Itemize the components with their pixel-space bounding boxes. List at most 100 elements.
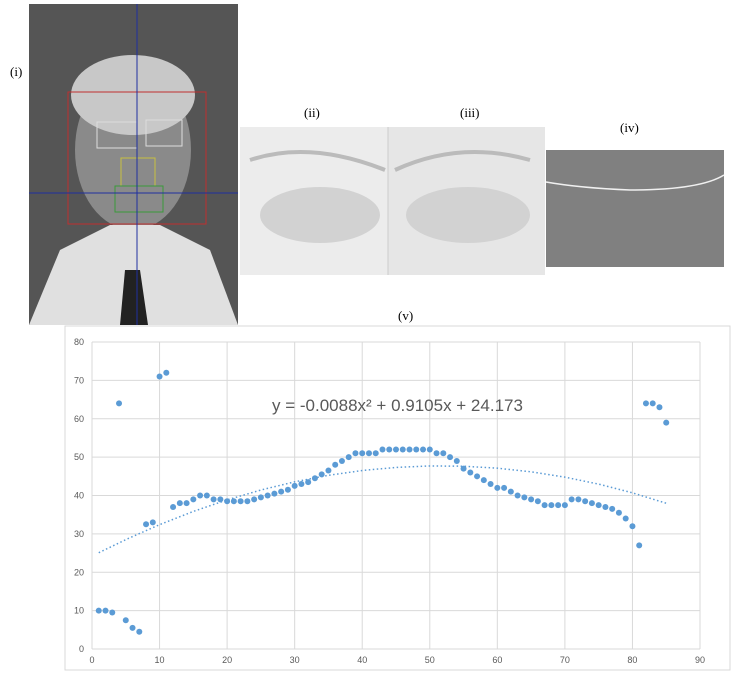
data-point — [319, 471, 325, 477]
data-point — [143, 521, 149, 527]
face-photo — [29, 4, 238, 325]
data-point — [589, 500, 595, 506]
data-point — [562, 502, 568, 508]
data-point — [339, 458, 345, 464]
data-point — [325, 468, 331, 474]
data-point — [136, 629, 142, 635]
data-point — [454, 458, 460, 464]
data-point — [359, 450, 365, 456]
data-point — [508, 489, 514, 495]
data-point — [427, 446, 433, 452]
curve-image — [546, 150, 724, 267]
data-point — [548, 502, 554, 508]
data-point — [258, 494, 264, 500]
data-point — [602, 504, 608, 510]
y-tick-label: 20 — [74, 567, 84, 577]
data-point — [575, 496, 581, 502]
y-tick-label: 70 — [74, 375, 84, 385]
x-tick-label: 90 — [695, 655, 705, 665]
data-point — [123, 617, 129, 623]
data-point — [224, 498, 230, 504]
data-point — [488, 481, 494, 487]
data-point — [434, 450, 440, 456]
data-point — [298, 481, 304, 487]
data-point — [103, 608, 109, 614]
data-point — [515, 493, 521, 499]
data-point — [305, 479, 311, 485]
data-point — [238, 498, 244, 504]
trendline-equation: y = -0.0088x² + 0.9105x + 24.173 — [272, 396, 523, 415]
data-point — [629, 523, 635, 529]
data-point — [312, 475, 318, 481]
x-tick-label: 20 — [222, 655, 232, 665]
data-point — [177, 500, 183, 506]
data-point — [467, 469, 473, 475]
data-point — [265, 493, 271, 499]
data-point — [130, 625, 136, 631]
data-point — [244, 498, 250, 504]
data-point — [346, 454, 352, 460]
data-point — [609, 506, 615, 512]
x-tick-label: 70 — [560, 655, 570, 665]
data-point — [373, 450, 379, 456]
data-point — [501, 485, 507, 491]
data-point — [623, 516, 629, 522]
data-point — [231, 498, 237, 504]
data-point — [596, 502, 602, 508]
data-point — [521, 494, 527, 500]
y-tick-label: 80 — [74, 337, 84, 347]
x-tick-label: 40 — [357, 655, 367, 665]
data-point — [461, 466, 467, 472]
data-point — [285, 487, 291, 493]
data-point — [197, 493, 203, 499]
x-tick-label: 30 — [290, 655, 300, 665]
data-point — [190, 496, 196, 502]
data-point — [292, 483, 298, 489]
data-point — [656, 404, 662, 410]
data-point — [481, 477, 487, 483]
data-point — [535, 498, 541, 504]
data-point — [474, 473, 480, 479]
figure: (i) (ii) (iii) (iv) (v) y = -0.0088x² + … — [0, 0, 733, 673]
x-tick-label: 60 — [492, 655, 502, 665]
data-point — [636, 542, 642, 548]
data-point — [271, 491, 277, 497]
data-point — [643, 400, 649, 406]
data-point — [163, 370, 169, 376]
data-point — [447, 454, 453, 460]
x-tick-label: 50 — [425, 655, 435, 665]
y-tick-label: 10 — [74, 606, 84, 616]
x-tick-label: 0 — [89, 655, 94, 665]
y-tick-label: 30 — [74, 529, 84, 539]
chart-frame — [65, 326, 730, 670]
data-point — [569, 496, 575, 502]
panel-label: (iii) — [460, 105, 480, 120]
data-point — [157, 374, 163, 380]
data-point — [332, 462, 338, 468]
y-tick-label: 40 — [74, 491, 84, 501]
y-tick-label: 0 — [79, 644, 84, 654]
data-point — [407, 446, 413, 452]
data-point — [420, 446, 426, 452]
data-point — [616, 510, 622, 516]
data-point — [184, 500, 190, 506]
y-tick-label: 60 — [74, 414, 84, 424]
data-point — [494, 485, 500, 491]
data-point — [393, 446, 399, 452]
data-point — [555, 502, 561, 508]
data-point — [650, 400, 656, 406]
data-point — [663, 420, 669, 426]
data-point — [352, 450, 358, 456]
data-point — [542, 502, 548, 508]
data-point — [204, 493, 210, 499]
data-point — [109, 610, 115, 616]
data-point — [217, 496, 223, 502]
panel-label: (i) — [10, 64, 22, 79]
data-point — [440, 450, 446, 456]
data-point — [413, 446, 419, 452]
data-point — [116, 400, 122, 406]
panel-label: (ii) — [304, 105, 320, 120]
eye-images — [240, 127, 545, 275]
panel-label: (v) — [398, 308, 413, 323]
data-point — [211, 496, 217, 502]
